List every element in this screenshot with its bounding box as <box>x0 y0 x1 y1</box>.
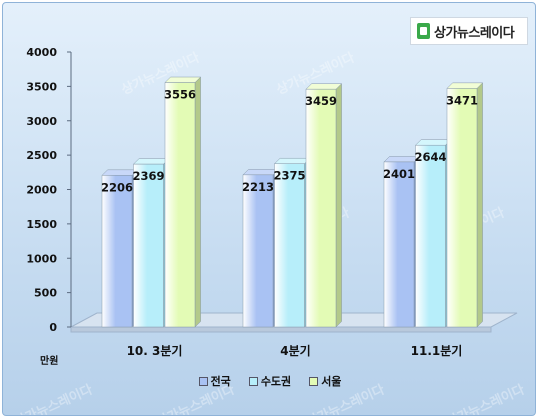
bar-data-label: 2369 <box>132 169 164 183</box>
bar-side <box>476 82 483 328</box>
bar-top <box>305 83 343 90</box>
bar-0-1 <box>133 163 164 328</box>
legend-label: 서울 <box>321 375 342 388</box>
bar-1-1 <box>274 163 305 328</box>
bar-top <box>273 157 311 164</box>
bar-2-1 <box>415 144 446 328</box>
y-axis-tick-label: 3000 <box>26 115 57 128</box>
legend-item-nationwide: 전국 <box>198 373 231 389</box>
y-axis-tick-label: 1500 <box>26 218 57 231</box>
y-axis-tick-label: 2500 <box>26 149 57 162</box>
legend-label: 전국 <box>210 375 231 388</box>
legend-item-seoul: 서울 <box>309 373 341 389</box>
x-axis-category-label: 11.1분기 <box>411 343 463 358</box>
bar-top <box>446 82 484 89</box>
y-axis-tick-label: 3500 <box>26 80 57 93</box>
bar-data-label: 3471 <box>446 93 478 107</box>
legend-label: 수도권 <box>260 375 292 388</box>
bar-top <box>164 76 202 83</box>
plot-floor-edge <box>70 326 492 333</box>
bar-1-2 <box>305 88 337 328</box>
bar-1-0 <box>242 174 274 328</box>
bar-chart: 0 500 1000 1500 2000 2500 3000 3500 4000 22062369… <box>26 46 518 358</box>
bar-0-0 <box>101 175 133 328</box>
brand-name: 상가뉴스레이다 <box>434 25 515 41</box>
bar-data-label: 3556 <box>164 88 196 102</box>
bar-side <box>194 76 201 328</box>
bar-data-label: 2375 <box>273 169 305 183</box>
bar-data-label: 2213 <box>242 180 274 194</box>
x-axis-category-label: 10. 3분기 <box>127 343 183 358</box>
y-axis-tick-label: 2000 <box>26 184 57 197</box>
x-axis-category-label: 4분기 <box>280 343 310 358</box>
bar-data-label: 2644 <box>414 150 446 164</box>
bar-data-label: 2401 <box>383 167 415 181</box>
chart-frame: 상가뉴스레이다 상가뉴스레이다 상가뉴스레이다 상가뉴스레이다 상가뉴스레이다 … <box>2 2 536 416</box>
legend: 전국 수도권 서울 <box>3 373 535 389</box>
bar-data-label: 2206 <box>101 180 133 194</box>
bar-2-2 <box>446 88 478 328</box>
legend-item-capital-area: 수도권 <box>248 373 292 389</box>
legend-swatch <box>248 376 258 386</box>
legend-swatch <box>309 376 319 386</box>
bar-top <box>414 139 452 146</box>
bar-0-2 <box>164 82 196 328</box>
bar-side <box>335 83 342 328</box>
brand-logo: 상가뉴스레이다 <box>410 17 528 45</box>
y-axis-tick-label: 1000 <box>26 252 57 265</box>
brand-mark-icon <box>417 23 430 39</box>
y-axis-tick-label: 4000 <box>26 46 57 59</box>
y-axis-tick-label: 500 <box>34 287 57 300</box>
bar-2-0 <box>383 161 415 328</box>
y-axis-tick-label: 0 <box>49 321 57 334</box>
legend-swatch <box>198 376 208 386</box>
unit-label: 만원 <box>40 356 59 367</box>
bar-top <box>132 158 170 165</box>
bar-data-label: 3459 <box>305 94 337 108</box>
